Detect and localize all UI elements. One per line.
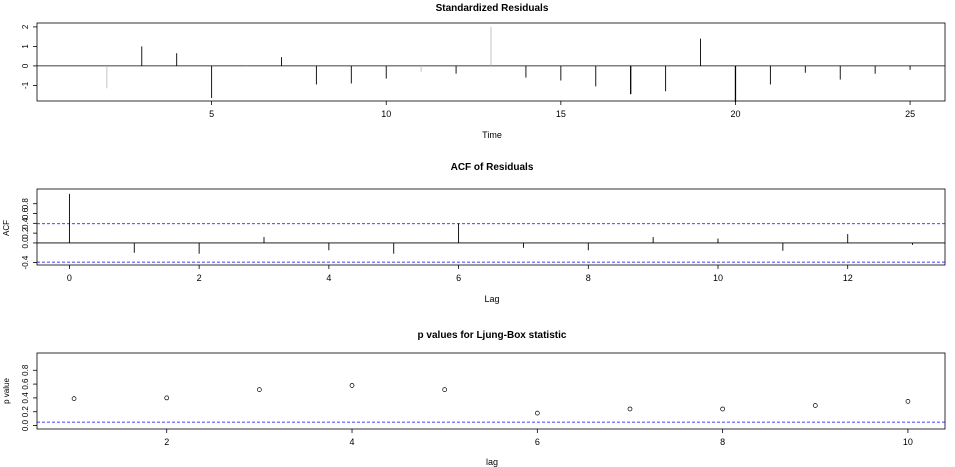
ljung-panel: p values for Ljung-Box statistic 2 4 6 8 10 … bbox=[2, 330, 946, 467]
ljung-y-axis: 0.00.2 0.4 0.6 0.8 bbox=[21, 364, 37, 431]
acf-x-label: Lag bbox=[484, 294, 499, 304]
y-tick-label: 0.4 bbox=[21, 392, 30, 404]
residuals-plot-box bbox=[36, 22, 946, 102]
y-tick-label: 0.6 bbox=[21, 207, 30, 219]
residuals-y-axis: -1 0 1 2 bbox=[21, 24, 37, 89]
residuals-x-axis: 5 10 15 20 25 bbox=[209, 101, 915, 119]
p-value-point bbox=[349, 383, 355, 388]
ljung-y-label: p value bbox=[2, 378, 11, 404]
residuals-bars bbox=[106, 26, 911, 102]
x-tick-label: 10 bbox=[381, 109, 391, 119]
ljung-x-axis: 2 4 6 8 10 bbox=[164, 429, 913, 447]
p-value-point bbox=[534, 410, 540, 416]
p-value-point bbox=[812, 403, 818, 408]
p-value-point bbox=[905, 399, 911, 404]
y-tick-label: 0.8 bbox=[21, 364, 30, 376]
y-tick-label: 0.4 bbox=[21, 217, 30, 229]
p-value-point bbox=[164, 395, 170, 401]
y-tick-label: 0.2 bbox=[21, 227, 30, 239]
acf-bars bbox=[68, 193, 914, 254]
acf-plot-box bbox=[36, 188, 946, 266]
x-tick-label: 20 bbox=[730, 109, 740, 119]
x-tick-label: 12 bbox=[843, 273, 853, 283]
ljung-x-label: lag bbox=[486, 457, 498, 467]
residuals-x-label: Time bbox=[482, 130, 502, 140]
ljung-plot-box bbox=[36, 352, 946, 430]
p-value-point bbox=[442, 387, 448, 392]
x-tick-label: 2 bbox=[197, 273, 202, 283]
x-tick-label: 4 bbox=[326, 273, 331, 283]
x-tick-label: 10 bbox=[713, 273, 723, 283]
acf-confidence-bounds bbox=[37, 223, 945, 263]
y-tick-label: 1 bbox=[21, 44, 30, 49]
y-tick-label: -0.4 bbox=[21, 255, 30, 269]
y-tick-label: 0 bbox=[21, 63, 30, 68]
x-tick-label: 8 bbox=[586, 273, 591, 283]
x-tick-label: 25 bbox=[905, 109, 915, 119]
residuals-title: Standardized Residuals bbox=[436, 3, 549, 14]
x-tick-label: 15 bbox=[556, 109, 566, 119]
ljung-points bbox=[71, 383, 911, 416]
x-tick-label: 5 bbox=[209, 109, 214, 119]
y-tick-label: 0.8 bbox=[21, 198, 30, 210]
x-tick-label: 4 bbox=[350, 437, 355, 447]
y-tick-label: 0.0 bbox=[21, 237, 30, 249]
x-tick-label: 10 bbox=[903, 437, 913, 447]
acf-panel: ACF of Residuals 0 2 4 6 8 10 12 -0.4 0.00.20.4… bbox=[2, 162, 946, 304]
p-value-point bbox=[71, 396, 77, 401]
y-tick-label: 0.2 bbox=[21, 406, 30, 418]
acf-y-label: ACF bbox=[2, 220, 11, 236]
acf-x-axis: 0 2 4 6 8 10 12 bbox=[67, 265, 853, 283]
x-tick-label: 6 bbox=[535, 437, 540, 447]
residuals-panel: Standardized Residuals 5 10 15 20 25 -1 0 1 2 T… bbox=[21, 3, 946, 140]
acf-y-axis: -0.4 0.00.20.40.60.8 bbox=[21, 198, 37, 269]
x-tick-label: 6 bbox=[456, 273, 461, 283]
p-value-point bbox=[720, 406, 725, 412]
x-tick-label: 0 bbox=[67, 273, 72, 283]
acf-title: ACF of Residuals bbox=[451, 162, 534, 173]
y-tick-label: 0.6 bbox=[21, 378, 30, 390]
x-tick-label: 8 bbox=[720, 437, 725, 447]
x-tick-label: 2 bbox=[164, 437, 169, 447]
p-value-point bbox=[627, 406, 633, 412]
y-tick-label: 0.0 bbox=[21, 419, 30, 431]
y-tick-label: -1 bbox=[21, 81, 30, 89]
y-tick-label: 2 bbox=[21, 24, 30, 29]
p-value-point bbox=[257, 387, 262, 392]
ljung-title: p values for Ljung-Box statistic bbox=[418, 330, 567, 341]
